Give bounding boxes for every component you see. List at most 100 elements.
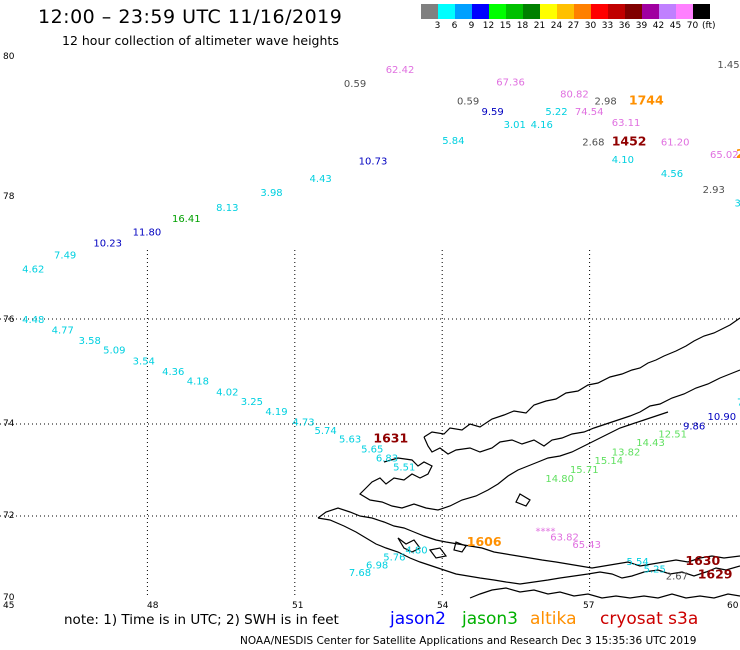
lon-label-54: 54 (437, 601, 449, 611)
wave-height-label: 9.86 (683, 422, 705, 433)
wave-height-labels: 0.59 62.42 0.59 67.36 80.82 2.98 1744 1.45 9.59 5… (22, 60, 740, 583)
lon-label-51: 51 (292, 601, 304, 611)
coastline-mainland (469, 587, 740, 599)
wave-height-label: 65.02 (710, 150, 739, 161)
wave-height-label: 5.51 (393, 462, 415, 473)
legend-swatch (608, 4, 625, 19)
wave-height-label: 7.68 (349, 568, 371, 579)
legend-swatch (438, 4, 455, 19)
legend-swatch (472, 4, 489, 19)
wave-height-label: 5.84 (442, 136, 464, 147)
wave-height-label: 3.01 (504, 120, 526, 131)
legend-label: 39 (635, 21, 648, 31)
legend-label: 36 (618, 21, 631, 31)
wave-height-label: 63.11 (612, 118, 641, 129)
lon-label-57: 57 (583, 601, 595, 611)
wave-height-label: 2.68 (582, 138, 604, 149)
wave-height-label: 15.14 (595, 456, 624, 467)
wave-height-label: 0.59 (457, 96, 479, 107)
legend-label: 45 (669, 21, 682, 31)
satellite-pass-time-label: 2 (736, 146, 740, 161)
satellite-pass-time-label: 1452 (612, 134, 647, 149)
wave-height-label: 4.02 (216, 388, 238, 399)
satellite-pass-time-label: 1606 (467, 534, 502, 549)
wave-height-label: 6.98 (366, 560, 388, 571)
legend-label: 12 (482, 21, 495, 31)
wave-height-label: 4.43 (310, 174, 332, 185)
wave-height-label: 61.20 (661, 138, 690, 149)
wave-height-label: 9.59 (482, 107, 504, 118)
wave-height-label: 1.45 (717, 60, 739, 71)
wave-height-label: 4.62 (22, 264, 44, 275)
wave-height-label: 11.80 (133, 227, 162, 238)
gridlines (0, 250, 737, 598)
coastline (317, 317, 740, 599)
legend-swatch (693, 4, 710, 19)
legend-swatch (540, 4, 557, 19)
wave-height-label: 4.16 (531, 120, 553, 131)
lat-label-76: 76 (3, 315, 15, 325)
lon-label-48: 48 (147, 601, 159, 611)
coastline-bay (317, 507, 740, 569)
legend-swatch (659, 4, 676, 19)
satellite-jason2: jason2 (390, 609, 446, 629)
wave-height-label: 5.65 (361, 445, 383, 456)
coastline-south-island (359, 411, 669, 511)
wave-height-label: 10.90 (708, 412, 737, 423)
map-subtitle: 12 hour collection of altimeter wave hei… (62, 33, 339, 48)
coastline-strait (317, 517, 740, 585)
wave-height-label: **** (536, 526, 556, 537)
lat-label-80: 80 (3, 52, 15, 62)
wave-height-label: 5.09 (103, 346, 125, 357)
legend-label: 6 (451, 21, 458, 31)
coastline-inner (423, 369, 740, 455)
wave-height-label: 4.36 (162, 367, 184, 378)
wave-height-label: 3 (735, 198, 740, 209)
legend-swatch (489, 4, 506, 19)
satellite-jason3: jason3 (462, 609, 518, 629)
satellite-pass-time-label: 1629 (698, 567, 733, 582)
legend-label: 30 (584, 21, 597, 31)
legend-swatch (591, 4, 608, 19)
lon-label-45: 45 (3, 601, 15, 611)
legend-swatch (676, 4, 693, 19)
wave-height-label: 62.42 (386, 65, 415, 76)
legend-swatch (642, 4, 659, 19)
satellite-pass-time-label: 1631 (373, 430, 408, 445)
legend-swatch (506, 4, 523, 19)
wave-height-label: 2.98 (595, 96, 617, 107)
wave-height-label: 8.13 (216, 203, 238, 214)
wave-height-label: 3.54 (133, 357, 155, 368)
legend-swatch (574, 4, 591, 19)
legend-label: 27 (567, 21, 580, 31)
wave-height-label: 4.48 (22, 315, 44, 326)
wave-height-label: 4.80 (405, 546, 427, 557)
satellite-pass-time-label: 1744 (629, 92, 664, 107)
legend-swatch (557, 4, 574, 19)
color-legend-labels: 3 6 9 12 15 18 21 24 27 30 33 36 39 42 45 70 (ft) (421, 21, 716, 31)
wave-height-label: 16.41 (172, 214, 201, 225)
legend-label: 42 (652, 21, 665, 31)
color-legend (421, 4, 710, 19)
legend-swatch (421, 4, 438, 19)
wave-height-label: 10.23 (93, 238, 122, 249)
wave-height-label: 14.43 (636, 438, 665, 449)
wave-height-label: 63.82 (550, 533, 579, 544)
wave-height-label: 4.73 (292, 417, 314, 428)
wave-height-label: 80.82 (560, 89, 589, 100)
legend-unit: (ft) (702, 21, 716, 31)
wave-height-label: 4.18 (187, 377, 209, 388)
wave-height-label: 3.25 (241, 397, 263, 408)
wave-height-label: 4.56 (661, 169, 683, 180)
wave-height-label: 5.25 (644, 565, 666, 576)
satellite-pass-time-label: 1630 (685, 553, 720, 568)
legend-swatch (455, 4, 472, 19)
wave-height-label: 10.73 (359, 157, 388, 168)
legend-label: 18 (516, 21, 529, 31)
coastline-islets (397, 493, 531, 559)
wave-height-label: 5.54 (626, 557, 648, 568)
wave-height-label: 0.59 (344, 79, 366, 90)
wave-height-label: 3.58 (79, 336, 101, 347)
lat-label-70: 70 (3, 593, 15, 603)
